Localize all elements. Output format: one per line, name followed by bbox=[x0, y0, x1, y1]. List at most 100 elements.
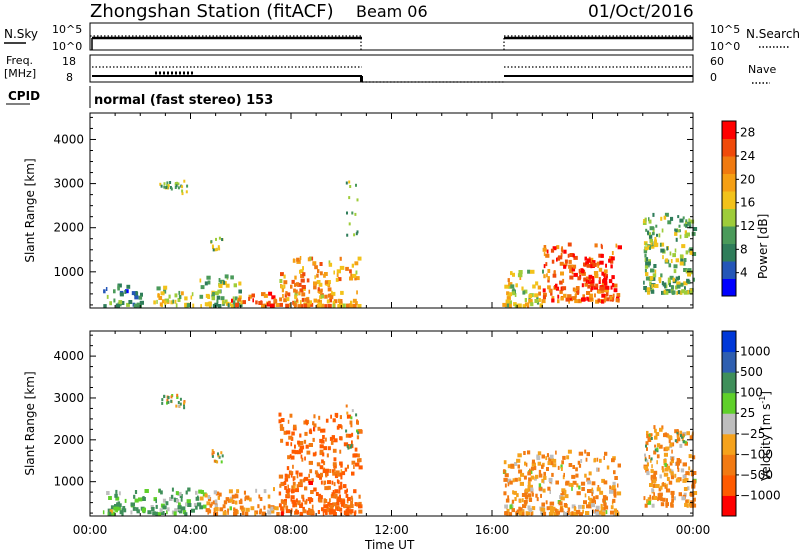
vel-cell bbox=[650, 476, 653, 481]
vel-cell bbox=[645, 441, 649, 446]
vel-cell bbox=[530, 466, 534, 471]
power-cell bbox=[669, 282, 671, 287]
vel-cell bbox=[524, 495, 529, 499]
vel-cell bbox=[675, 478, 680, 483]
power-cell bbox=[298, 291, 301, 296]
vel-cell bbox=[660, 485, 663, 490]
power-cell bbox=[327, 287, 332, 292]
power-cell bbox=[585, 279, 588, 284]
power-cell bbox=[587, 279, 592, 284]
vel-cell bbox=[525, 462, 528, 467]
vel-cell bbox=[686, 431, 690, 436]
vel-cell bbox=[511, 508, 515, 513]
vel-cell bbox=[268, 504, 271, 509]
vel-cell bbox=[300, 454, 303, 459]
vel-cell bbox=[166, 401, 168, 405]
vel-cell bbox=[530, 512, 533, 517]
freq-label-2: [MHz] bbox=[4, 67, 36, 80]
power-cell bbox=[601, 271, 606, 276]
power-cell bbox=[333, 299, 338, 304]
power-cell bbox=[133, 291, 139, 296]
vel-cell bbox=[295, 450, 299, 455]
power-cell bbox=[606, 275, 608, 280]
vel-cell bbox=[293, 485, 296, 490]
power-cell bbox=[238, 295, 242, 300]
vel-cell bbox=[309, 428, 312, 433]
power-cell bbox=[286, 297, 290, 302]
vel-cell bbox=[166, 510, 168, 515]
power-cell bbox=[352, 298, 357, 303]
vel-cell bbox=[175, 491, 179, 496]
power-cell bbox=[688, 224, 692, 229]
vel-cell bbox=[279, 424, 284, 429]
vel-cell bbox=[577, 460, 581, 465]
power-cell bbox=[338, 301, 343, 306]
vel-cell bbox=[303, 439, 307, 444]
power-cell bbox=[109, 301, 112, 306]
vel-cell bbox=[357, 453, 360, 458]
vel-cell bbox=[245, 507, 250, 512]
vel-cell bbox=[318, 493, 322, 498]
vel-cell bbox=[646, 459, 649, 463]
vel-cell bbox=[285, 474, 291, 479]
vel-cell bbox=[229, 506, 232, 511]
power-colorbar-swatch bbox=[722, 191, 736, 209]
power-cell bbox=[509, 300, 512, 305]
vel-cell bbox=[356, 429, 358, 433]
power-cell bbox=[602, 279, 606, 284]
vel-cell bbox=[357, 431, 360, 435]
vel-cell bbox=[601, 478, 605, 483]
power-cell bbox=[319, 262, 323, 266]
vel-cell bbox=[238, 500, 243, 505]
vel-cell bbox=[646, 500, 652, 505]
power-cell bbox=[285, 303, 290, 308]
power-cell bbox=[572, 253, 575, 258]
power-cell bbox=[663, 289, 666, 294]
power-cell bbox=[263, 293, 268, 298]
power-cell bbox=[314, 275, 316, 280]
power-cell bbox=[648, 219, 652, 224]
vel-cell bbox=[305, 444, 309, 449]
vel-cell bbox=[665, 488, 671, 493]
vel-cell bbox=[298, 442, 301, 447]
power-cell bbox=[521, 286, 524, 291]
velocity-colorbar-swatch bbox=[722, 474, 736, 496]
vel-cell bbox=[287, 455, 290, 460]
power-cell bbox=[355, 276, 360, 281]
power-cell bbox=[223, 280, 226, 285]
vel-cell bbox=[522, 504, 527, 509]
date-label: 01/Oct/2016 bbox=[588, 2, 694, 22]
vel-cell bbox=[565, 481, 569, 486]
vel-cell bbox=[108, 511, 112, 516]
vel-cell bbox=[688, 466, 691, 471]
power-cell bbox=[283, 274, 286, 279]
power-cell bbox=[593, 271, 599, 275]
vel-cell bbox=[349, 420, 353, 425]
power-cell bbox=[281, 288, 284, 293]
vel-cell bbox=[347, 414, 352, 419]
power-cell bbox=[156, 299, 158, 304]
power-cell bbox=[306, 303, 311, 308]
vel-cell bbox=[218, 455, 221, 459]
power-cell bbox=[555, 286, 560, 291]
power-cell bbox=[206, 275, 211, 280]
vel-cell bbox=[302, 497, 305, 502]
vel-cell bbox=[566, 511, 570, 515]
vel-cell bbox=[552, 506, 556, 511]
vel-cell bbox=[133, 494, 136, 499]
vel-cell bbox=[344, 489, 348, 494]
vel-cell bbox=[332, 502, 337, 507]
vel-cell bbox=[586, 452, 590, 457]
vel-cell bbox=[653, 450, 657, 455]
power-cell bbox=[672, 277, 676, 282]
power-cell bbox=[605, 285, 608, 290]
power-cell bbox=[609, 295, 613, 300]
vel-cell bbox=[538, 473, 543, 478]
vel-cell bbox=[504, 511, 508, 516]
vel-cell bbox=[655, 484, 660, 488]
power-cell bbox=[279, 297, 283, 302]
power-cell bbox=[644, 264, 649, 269]
vel-cell bbox=[682, 433, 685, 437]
vel-cell bbox=[187, 503, 192, 507]
power-cell bbox=[103, 304, 107, 309]
